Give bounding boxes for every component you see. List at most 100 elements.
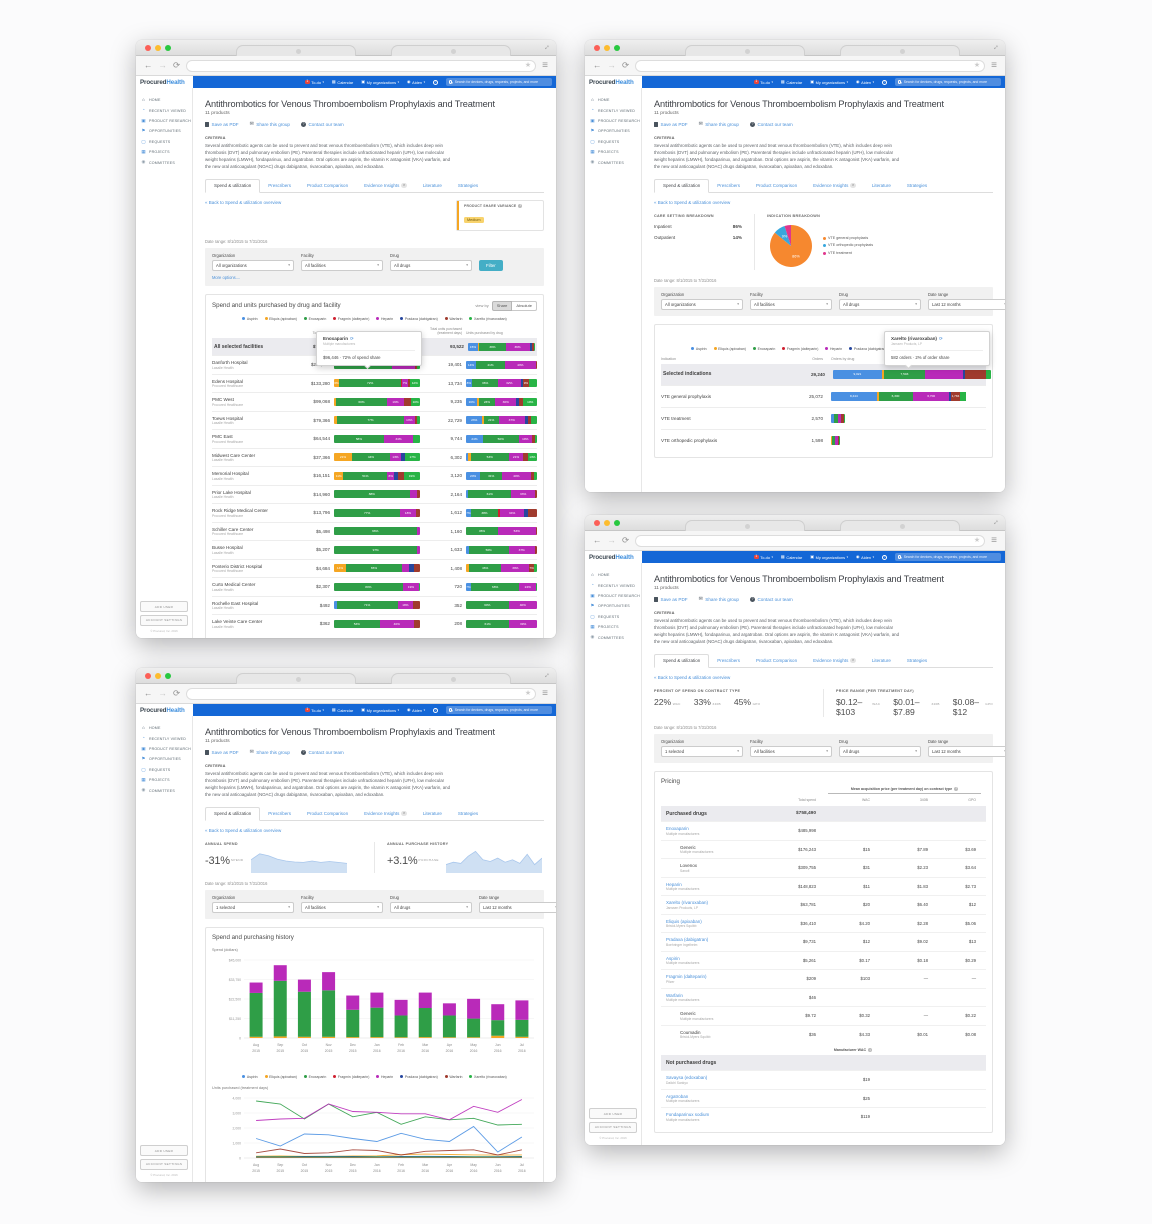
view-by-absolute[interactable]: Absolute — [512, 300, 537, 311]
reload-button[interactable]: ⟳ — [173, 688, 181, 699]
filter-select-facility[interactable]: All facilities ▾ — [750, 298, 832, 310]
url-field[interactable]: ★ — [635, 534, 986, 547]
minimize-window-button[interactable] — [604, 520, 610, 526]
tab-spend-utilization[interactable]: Spend & utilization — [205, 806, 261, 821]
account-settings-button[interactable]: ACCOUNT SETTINGS — [140, 614, 188, 626]
bookmark-star-icon[interactable]: ★ — [524, 690, 532, 697]
topnav-todo[interactable]: 1 To-do ▾ — [753, 79, 773, 85]
filter-button[interactable]: Filter — [479, 259, 503, 271]
topnav-organizations[interactable]: ▣ My organizations ▾ — [361, 707, 399, 712]
zoom-window-button[interactable] — [614, 45, 620, 51]
bookmark-star-icon[interactable]: ★ — [973, 537, 981, 544]
help-icon[interactable]: ? — [433, 707, 438, 713]
reload-button[interactable]: ⟳ — [173, 60, 181, 71]
sidebar-item-committees[interactable]: ◉ COMMITTEES — [585, 632, 641, 642]
stacked-bar[interactable]: 46% 39% 7% — [466, 564, 537, 573]
filter-select-facility[interactable]: All facilities ▾ — [750, 745, 832, 757]
drug-name[interactable]: Fragmin (dalteparin) — [666, 974, 707, 980]
action-envelope[interactable]: ✉ Share this group — [699, 121, 739, 127]
sidebar-item-recently-viewed[interactable]: ◔ RECENTLY VIEWED — [585, 580, 641, 590]
pricing-row[interactable]: Eliquis (apixaban) Bristol-Myers Squibb $3… — [661, 913, 986, 933]
back-link[interactable]: « Back to Spend & utilization overview — [654, 674, 731, 680]
add-user-button[interactable]: ADD USER — [140, 601, 188, 612]
account-settings-button[interactable]: ACCOUNT SETTINGS — [140, 1158, 188, 1170]
stacked-bar[interactable]: 6% 72% 7% 12% — [334, 379, 420, 388]
back-link[interactable]: « Back to Spend & utilization overview — [654, 199, 731, 205]
facility-row[interactable]: Curto Medical Center Lasalle Health $2,307… — [212, 577, 537, 596]
pricing-row[interactable]: Fragmin (dalteparin) Pfizer $209 $103 — — — [661, 969, 986, 988]
tab-product-comparison[interactable]: Product Comparison — [299, 808, 356, 820]
sidebar-item-home[interactable]: ⌂ HOME — [585, 95, 641, 105]
window-resize-icon[interactable]: ↔ — [988, 40, 1002, 53]
window-resize-icon[interactable]: ↔ — [539, 668, 553, 681]
sidebar-item-product-research[interactable]: ▣ PRODUCT RESEARCH — [136, 744, 192, 754]
close-window-button[interactable] — [594, 520, 600, 526]
sidebar-item-opportunities[interactable]: ⚑ OPPORTUNITIES — [585, 126, 641, 136]
stacked-bar[interactable]: 16% 23% 30% 19% — [466, 397, 537, 406]
global-search-input[interactable]: Search for devices, drugs, requests, pro… — [446, 77, 552, 87]
sidebar-item-committees[interactable]: ◉ COMMITTEES — [136, 785, 192, 795]
browser-tab[interactable] — [391, 673, 511, 684]
topnav-organizations[interactable]: ▣ My organizations ▾ — [361, 79, 399, 84]
action-document[interactable]: Save as PDF — [205, 121, 239, 127]
tab-evidence-insights[interactable]: Evidence Insights 8 — [805, 179, 864, 192]
pricing-row[interactable]: Generic Multiple manufacturers $176,243 $15… — [661, 839, 986, 859]
facility-row[interactable]: Schiller Care Center Procured Healthcare $… — [212, 521, 537, 541]
filter-select-date-range[interactable]: Last 12 months ▾ — [479, 901, 556, 913]
sidebar-item-product-research[interactable]: ▣ PRODUCT RESEARCH — [136, 116, 192, 126]
drug-name[interactable]: Aspirin — [666, 955, 680, 961]
pricing-row[interactable]: Fondaparinux sodium Multiple manufacturer… — [661, 1107, 986, 1126]
sidebar-item-projects[interactable]: ▦ PROJECTS — [136, 147, 192, 157]
pricing-row[interactable]: Warfarin Multiple manufacturers $46 — [661, 987, 986, 1007]
browser-tab[interactable] — [685, 520, 805, 531]
stacked-bar[interactable] — [831, 413, 845, 423]
browser-tab[interactable] — [236, 673, 356, 684]
facility-row[interactable]: Rochelle East Hospital Lasalle Health $492… — [212, 595, 537, 615]
topnav-calendar[interactable]: ▦ Calendar — [332, 79, 353, 84]
more-options-link[interactable]: More options.... — [212, 274, 241, 280]
indication-row[interactable]: VTE general prophylaxis 25,072 8,444 6,300 6… — [661, 384, 986, 407]
tab-strategies[interactable]: Strategies — [450, 808, 486, 820]
action-document[interactable]: Save as PDF — [654, 596, 688, 602]
sidebar-item-requests[interactable]: ▢ REQUESTS — [585, 612, 641, 622]
drug-name[interactable]: Heparin — [666, 881, 682, 887]
reload-button[interactable]: ⟳ — [622, 535, 630, 546]
back-button[interactable]: ← — [144, 60, 153, 71]
tab-product-comparison[interactable]: Product Comparison — [299, 180, 356, 192]
filter-select-drug[interactable]: All drugs ▾ — [839, 745, 921, 757]
refresh-icon[interactable]: ⟳ — [350, 335, 354, 341]
stacked-bar[interactable]: 15% 39% 36% — [468, 342, 535, 351]
action-help[interactable]: ? Contact our team — [749, 121, 793, 127]
stacked-bar[interactable]: 77% 18% — [334, 508, 420, 517]
sidebar-item-recently-viewed[interactable]: ◔ RECENTLY VIEWED — [585, 105, 641, 115]
topnav-todo[interactable]: 1 To-do ▾ — [753, 554, 773, 560]
tab-product-comparison[interactable]: Product Comparison — [748, 180, 805, 192]
filter-select-organization[interactable]: 1 selected ▾ — [661, 745, 743, 757]
sidebar-item-home[interactable]: ⌂ HOME — [585, 570, 641, 580]
indication-pie-chart[interactable]: 86% 9% — [767, 222, 815, 270]
tab-strategies[interactable]: Strategies — [899, 180, 935, 192]
app-logo[interactable]: Procured Health — [136, 76, 193, 88]
sidebar-item-product-research[interactable]: ▣ PRODUCT RESEARCH — [585, 116, 641, 126]
browser-tab[interactable] — [685, 45, 805, 56]
stacked-bar[interactable]: 11% 51% 8% 19% — [334, 471, 420, 480]
stacked-bar[interactable]: 53% 40% — [334, 619, 420, 628]
pricing-row[interactable]: Savaysa (edoxaban) Daiichi Sankyo $19 — [661, 1070, 986, 1089]
tab-strategies[interactable]: Strategies — [450, 180, 486, 192]
browser-menu-icon[interactable]: ≡ — [991, 59, 997, 71]
back-link[interactable]: « Back to Spend & utilization overview — [205, 827, 282, 833]
add-user-button[interactable]: ADD USER — [589, 1108, 637, 1119]
stacked-bar[interactable]: 60% 19% 10% — [334, 397, 420, 406]
pricing-row[interactable]: Coumadin Bristol-Myers Squibb $36 $4.33 $0.0… — [661, 1024, 986, 1044]
stacked-bar[interactable]: 8% 36% 32% 9% — [466, 379, 537, 388]
units-history-line-chart[interactable]: 0 1,000 2,000 3,000 4,000 Aug 2015 Sep 2015 Oct 20… — [212, 1092, 538, 1182]
sidebar-item-home[interactable]: ⌂ HOME — [136, 723, 192, 733]
forward-button[interactable]: → — [158, 688, 168, 699]
topnav-calendar[interactable]: ▦ Calendar — [781, 79, 802, 84]
tab-evidence-insights[interactable]: Evidence Insights 8 — [356, 179, 415, 192]
help-icon[interactable]: ? — [882, 554, 887, 560]
tab-evidence-insights[interactable]: Evidence Insights 8 — [356, 807, 415, 820]
stacked-bar[interactable]: 8,444 6,300 6,700 1,784 — [831, 391, 967, 401]
facility-row[interactable]: Memorial Hospital Lasalle Health $16,151 11… — [212, 466, 537, 485]
filter-select-organization[interactable]: 1 selected ▾ — [212, 901, 294, 913]
